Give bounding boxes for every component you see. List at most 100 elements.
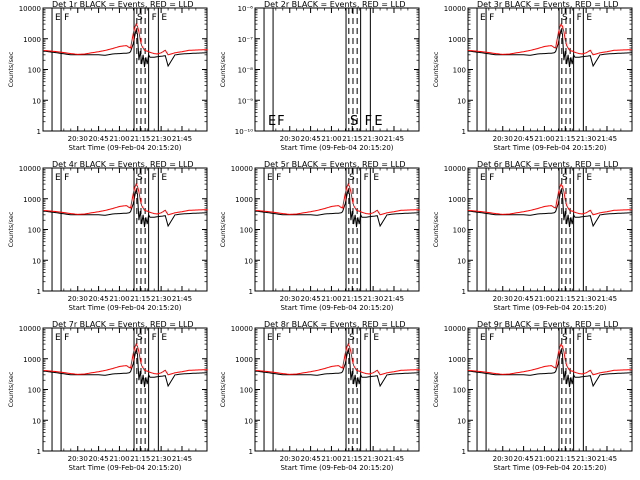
interval-label: F [577,333,582,343]
panel-title: Det 5r BLACK = Events, RED = LLD [264,160,406,169]
x-axis-label: Start Time (09-Feb-04 20:15:20) [68,144,181,152]
panel-det-7: Det 7r BLACK = Events, RED = LLD 1 10 100 10… [7,320,208,472]
panel-title: Det 7r BLACK = Events, RED = LLD [52,320,194,329]
x-tick-label: 20:30 [493,295,513,303]
plot-frame [467,167,633,292]
y-tick-label: 1 [249,288,253,296]
interval-label: S [562,173,568,183]
interval-label: F [365,114,372,129]
plot-frame [42,167,208,292]
x-tick-label: 20:45 [300,135,320,143]
x-tick-label: 21:00 [321,135,341,143]
panel-det-1: Det 1r BLACK = Events, RED = LLD 1 10 100 10… [7,0,208,152]
interval-label: F [276,333,281,343]
interval-label: S [350,114,358,129]
interval-label: E [480,173,486,183]
interval-label: E [480,333,486,343]
interval-label: E [374,114,382,129]
y-tick-label: 1 [37,288,41,296]
y-tick-label: 100 [453,67,466,75]
panel-title: Det 9r BLACK = Events, RED = LLD [477,320,619,329]
y-tick-label: 10000 [444,325,466,333]
y-tick-label: 10 [32,417,41,425]
x-tick-label: 21:15 [342,455,362,463]
x-tick-label: 21:00 [109,295,129,303]
y-tick-label: 100 [453,227,466,235]
plot-frame [254,7,420,132]
y-tick-label: 10000 [231,165,253,173]
interval-label: F [64,333,69,343]
panel-det-9: Det 9r BLACK = Events, RED = LLD 1 10 100 10… [432,320,633,472]
interval-label: E [55,13,61,23]
y-tick-label: 1000 [23,196,41,204]
plot-frame [254,167,420,292]
y-tick-label: 10⁻⁹ [238,97,254,105]
interval-label: F [64,13,69,23]
y-tick-label: 10000 [231,325,253,333]
lld-series-line [467,342,633,376]
x-tick-label: 21:30 [576,135,596,143]
events-series-line [467,349,632,388]
x-tick-label: 20:30 [280,455,300,463]
interval-label: S [349,333,355,343]
interval-label: E [55,333,61,343]
x-tick-label: 21:00 [534,455,554,463]
y-tick-label: 1 [462,288,466,296]
plot-frame [467,7,633,132]
x-tick-label: 21:30 [151,295,171,303]
events-series-line [254,349,419,388]
panel-title: Det 8r BLACK = Events, RED = LLD [264,320,406,329]
x-tick-label: 21:30 [151,135,171,143]
x-tick-label: 20:30 [68,135,88,143]
interval-label: F [152,173,157,183]
interval-label: E [161,333,167,343]
y-axis-label: Counts/sec [219,211,227,247]
x-tick-label: 21:30 [363,135,383,143]
x-tick-label: 21:00 [321,295,341,303]
interval-label: F [364,173,369,183]
plot-frame [42,7,208,132]
x-axis-label: Start Time (09-Feb-04 20:15:20) [280,304,393,312]
x-axis-label: Start Time (09-Feb-04 20:15:20) [280,464,393,472]
interval-label: S [349,173,355,183]
panel-title: Det 1r BLACK = Events, RED = LLD [52,0,194,9]
y-tick-label: 1000 [23,36,41,44]
y-tick-label: 10000 [19,165,41,173]
interval-label: E [267,173,273,183]
y-axis-label: Counts/sec [7,211,15,247]
y-tick-label: 10⁻⁷ [238,36,254,44]
interval-label: E [586,13,592,23]
interval-label: F [577,13,582,23]
interval-label: F [489,333,494,343]
x-tick-label: 21:45 [597,295,617,303]
interval-label: E [55,173,61,183]
interval-label: E [161,173,167,183]
interval-label: E [480,13,486,23]
lld-series-line [42,182,208,216]
y-tick-label: 10000 [19,5,41,13]
x-axis-label: Start Time (09-Feb-04 20:15:20) [68,464,181,472]
plot-frame [467,327,633,452]
x-tick-label: 21:45 [384,295,404,303]
x-tick-label: 21:15 [342,135,362,143]
x-axis-label: Start Time (09-Feb-04 20:15:20) [493,304,606,312]
y-tick-label: 10 [244,257,253,265]
y-tick-label: 10 [457,257,466,265]
interval-label: E [586,173,592,183]
y-tick-label: 10 [32,257,41,265]
y-tick-label: 1000 [235,356,253,364]
y-axis-label: Counts/sec [432,211,440,247]
y-tick-label: 100 [28,67,41,75]
x-axis-label: Start Time (09-Feb-04 20:15:20) [493,144,606,152]
interval-label: S [137,13,143,23]
x-tick-label: 21:00 [534,135,554,143]
interval-label: F [489,173,494,183]
y-tick-label: 10⁻⁸ [238,67,254,75]
y-tick-label: 1 [37,448,41,456]
interval-label: F [64,173,69,183]
y-axis-label: Counts/sec [432,51,440,87]
interval-label: F [489,13,494,23]
panel-title: Det 3r BLACK = Events, RED = LLD [477,0,619,9]
y-tick-label: 1000 [448,196,466,204]
plot-frame [254,327,420,452]
